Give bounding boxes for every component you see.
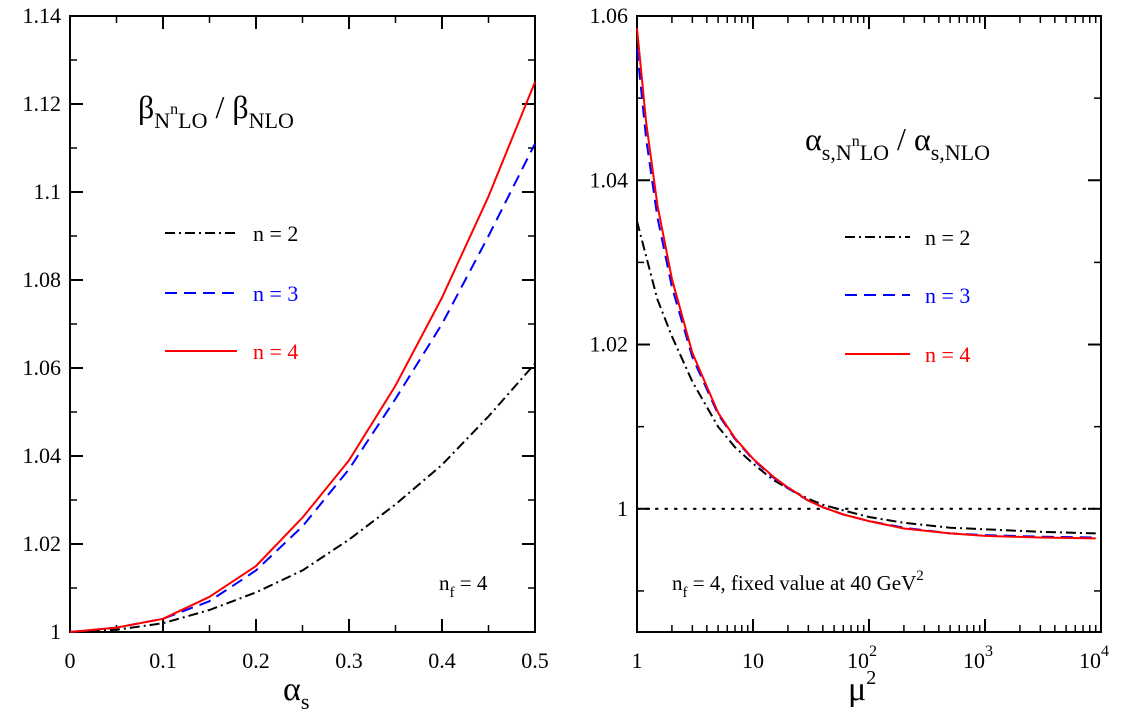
x-tick-label: 1 [632, 648, 643, 673]
legend-label: n = 4 [253, 339, 298, 364]
x-tick-label: 0.3 [335, 648, 363, 673]
nf-annotation-left: nf = 4 [439, 571, 488, 601]
series-line-n-4 [69, 81, 536, 633]
x-tick-label: 102 [847, 643, 877, 673]
x-tick-label: 0.2 [242, 648, 270, 673]
left-panel-title: βNnLO / βNLO [138, 89, 294, 133]
left-curves [69, 81, 536, 633]
alpha-ratio-panel: 1 10 102 103 104 1 1.02 1.04 1.06 αs,NnLO / αs,N… [590, 3, 1110, 708]
y-tick-label: 1.06 [590, 3, 629, 28]
series-line-n-3 [636, 48, 1096, 539]
legend-label: n = 3 [925, 283, 970, 308]
left-axis-ticks: 0 0.1 0.2 0.3 0.4 0.5 1 1.02 1.04 1.06 1.08 1.1 1.12… [23, 3, 549, 673]
series-line-n-4 [636, 28, 1096, 540]
x-tick-label: 103 [963, 643, 993, 673]
y-tick-label: 1.14 [23, 3, 62, 28]
right-legend: n = 2 n = 3 n = 4 [845, 225, 970, 367]
legend-label: n = 4 [925, 342, 970, 367]
x-tick-label: 10 [742, 648, 764, 673]
y-tick-label: 1.02 [590, 332, 629, 357]
right-curves [636, 28, 1096, 540]
y-tick-label: 1.06 [23, 355, 62, 380]
right-x-axis-label: μ2 [848, 667, 876, 708]
series-line-n-3 [69, 143, 536, 633]
nf-annotation-right: nf = 4, fixed value at 40 GeV2 [672, 568, 924, 601]
series-line-n-2 [636, 221, 1096, 535]
x-tick-label: 104 [1079, 643, 1109, 673]
x-tick-label: 0 [65, 648, 76, 673]
y-tick-label: 1 [50, 619, 61, 644]
y-tick-label: 1.08 [23, 267, 62, 292]
left-legend: n = 2 n = 3 n = 4 [165, 221, 298, 364]
right-plot-frame [636, 15, 1102, 633]
beta-ratio-panel: 0 0.1 0.2 0.3 0.4 0.5 1 1.02 1.04 1.06 1.08 1.1 1.12… [23, 3, 549, 711]
x-tick-label: 0.4 [428, 648, 456, 673]
y-tick-label: 1.02 [23, 531, 62, 556]
x-tick-label: 0.1 [149, 648, 177, 673]
series-line-n-2 [69, 362, 536, 633]
right-axis-ticks: 1 10 102 103 104 1 1.02 1.04 1.06 [590, 3, 1110, 673]
legend-label: n = 3 [253, 281, 298, 306]
x-tick-label: 0.5 [521, 648, 549, 673]
y-tick-label: 1.1 [34, 179, 62, 204]
right-panel-title: αs,NnLO / αs,NLO [805, 121, 990, 165]
left-x-axis-label: αs [283, 671, 309, 711]
y-tick-label: 1.12 [23, 91, 62, 116]
y-tick-label: 1 [617, 496, 628, 521]
legend-label: n = 2 [253, 221, 298, 246]
y-tick-label: 1.04 [590, 167, 629, 192]
legend-label: n = 2 [925, 225, 970, 250]
y-tick-label: 1.04 [23, 443, 62, 468]
